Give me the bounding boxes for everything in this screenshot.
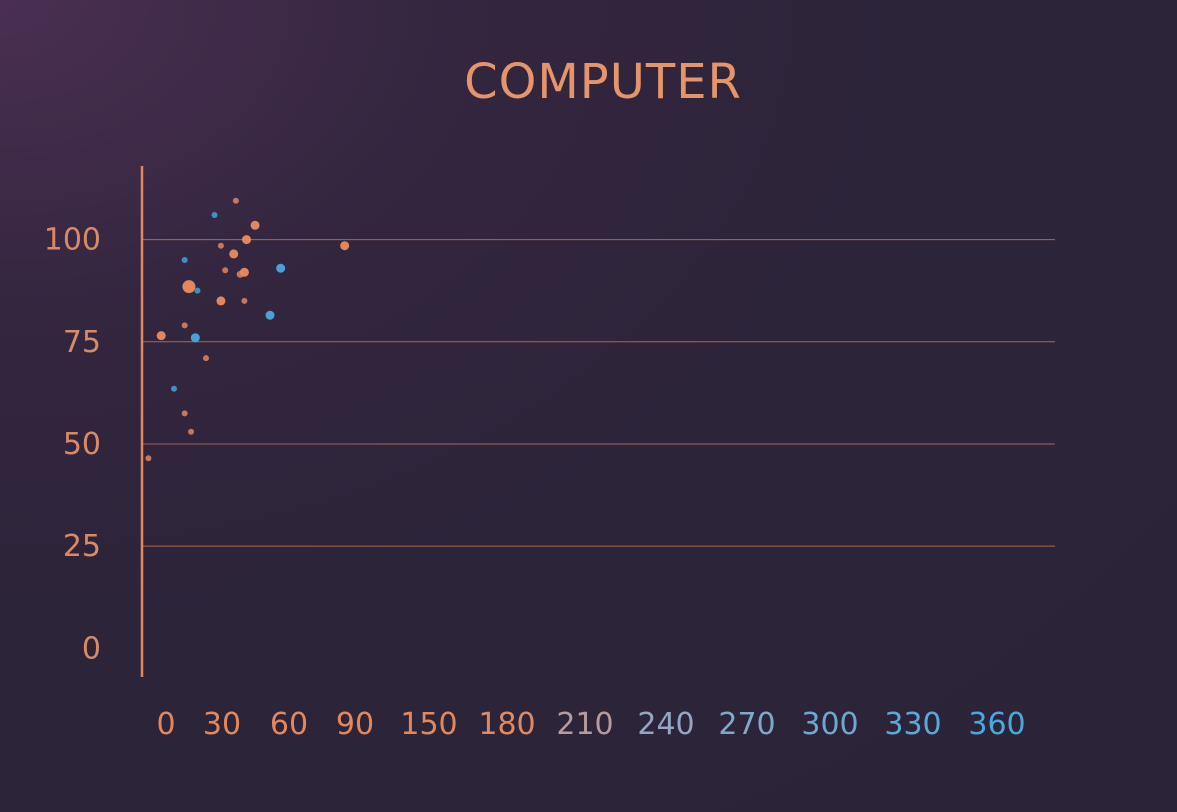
chart-title: COMPUTER <box>464 54 742 110</box>
data-point-orange <box>145 455 152 462</box>
x-tick-label: 30 <box>203 707 241 742</box>
data-point-orange <box>239 267 249 277</box>
y-tick-label: 75 <box>63 325 101 360</box>
y-axis-ticks: 0 25 50 75 100 <box>44 223 101 667</box>
data-point-orange <box>250 220 260 230</box>
x-tick-label: 360 <box>968 707 1025 742</box>
data-point-orange <box>181 410 188 417</box>
data-point-orange <box>222 267 229 274</box>
data-point-blue <box>190 333 200 343</box>
x-tick-label: 180 <box>478 707 535 742</box>
data-point-orange <box>340 241 350 251</box>
data-point-orange <box>242 235 252 245</box>
y-tick-label: 25 <box>63 529 101 564</box>
data-point-blue <box>265 310 275 320</box>
x-tick-label: 330 <box>884 707 941 742</box>
data-points <box>145 197 350 462</box>
x-axis-ticks: 0 30 60 90 150 180 210 240 270 300 330 360 <box>156 707 1025 742</box>
data-point-orange <box>156 331 166 341</box>
data-point-orange <box>232 197 239 204</box>
x-tick-label: 210 <box>556 707 613 742</box>
data-point-blue <box>181 257 188 264</box>
x-tick-label: 300 <box>801 707 858 742</box>
data-point-blue <box>171 385 177 392</box>
x-tick-label: 60 <box>270 707 308 742</box>
data-point-orange <box>181 322 188 329</box>
grid-lines <box>142 239 1055 547</box>
data-point-orange <box>203 355 209 362</box>
x-tick-label: 150 <box>400 707 457 742</box>
data-point-orange <box>229 249 239 259</box>
data-point-blue <box>211 212 218 219</box>
x-tick-label: 0 <box>156 707 175 742</box>
x-tick-label: 270 <box>718 707 775 742</box>
x-tick-label: 240 <box>637 707 694 742</box>
data-point-blue <box>194 287 201 294</box>
data-point-blue <box>276 263 286 273</box>
y-tick-label: 100 <box>44 223 101 258</box>
x-tick-label: 90 <box>336 707 374 742</box>
y-tick-label: 0 <box>82 631 101 666</box>
data-point-orange <box>217 242 224 249</box>
data-point-orange <box>188 428 195 435</box>
data-point-orange <box>216 296 226 306</box>
data-point-orange <box>182 280 196 294</box>
data-point-orange <box>241 297 248 304</box>
y-tick-label: 50 <box>63 427 101 462</box>
